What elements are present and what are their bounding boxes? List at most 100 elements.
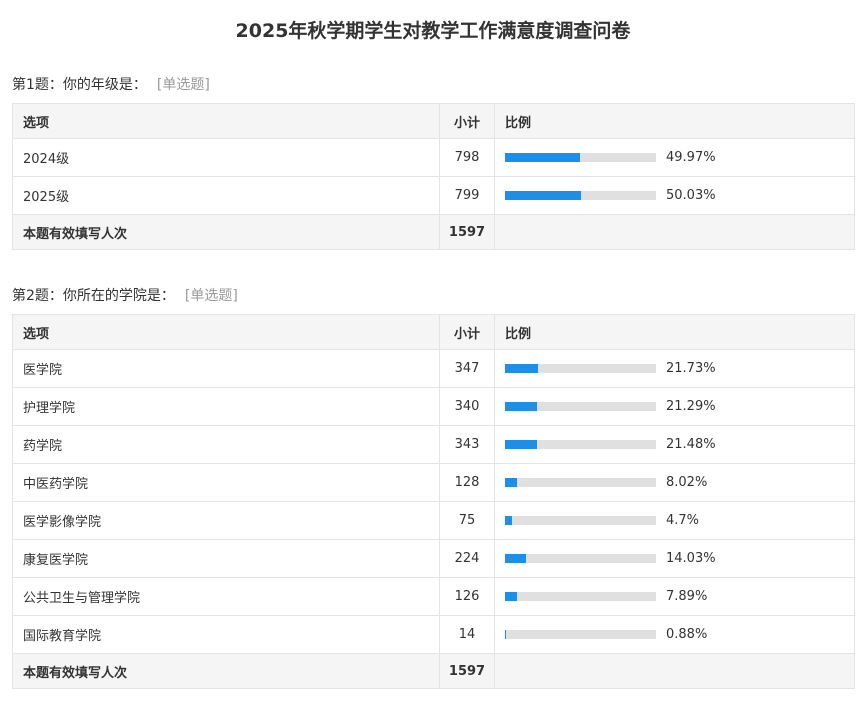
table-row: 2024级 798 49.97% bbox=[12, 138, 855, 177]
percent-bar-fill bbox=[505, 191, 581, 200]
ratio-cell: 21.29% bbox=[505, 399, 844, 414]
percent-bar-fill bbox=[505, 440, 538, 449]
percent-text: 49.97% bbox=[666, 150, 716, 165]
option-count: 128 bbox=[439, 463, 495, 502]
question-title-text: 第2题：你所在的学院是： bbox=[12, 288, 175, 304]
table-row: 2025级 799 50.03% bbox=[12, 176, 855, 215]
percent-bar-fill bbox=[505, 364, 538, 373]
ratio-cell: 21.48% bbox=[505, 437, 844, 452]
percent-bar-fill bbox=[505, 630, 507, 639]
table-header-row: 选项 小计 比例 bbox=[12, 314, 855, 350]
percent-bar-fill bbox=[505, 402, 538, 411]
option-ratio: 4.7% bbox=[494, 501, 855, 540]
option-ratio: 0.88% bbox=[494, 615, 855, 654]
option-label: 公共卫生与管理学院 bbox=[12, 577, 440, 616]
option-count: 75 bbox=[439, 501, 495, 540]
option-label: 2024级 bbox=[12, 138, 440, 177]
total-count: 1597 bbox=[439, 653, 495, 689]
percent-bar-fill bbox=[505, 554, 527, 563]
option-ratio: 21.48% bbox=[494, 425, 855, 464]
option-label: 2025级 bbox=[12, 176, 440, 215]
table-row: 公共卫生与管理学院 126 7.89% bbox=[12, 577, 855, 616]
page-title: 2025年秋学期学生对教学工作满意度调查问卷 bbox=[235, 20, 631, 42]
option-count: 14 bbox=[439, 615, 495, 654]
percent-bar bbox=[505, 516, 656, 525]
option-label: 药学院 bbox=[12, 425, 440, 464]
option-ratio: 7.89% bbox=[494, 577, 855, 616]
percent-bar bbox=[505, 191, 656, 200]
total-count: 1597 bbox=[439, 214, 495, 250]
table-row: 医学院 347 21.73% bbox=[12, 349, 855, 388]
option-count: 798 bbox=[439, 138, 495, 177]
percent-bar bbox=[505, 364, 656, 373]
option-label: 医学院 bbox=[12, 349, 440, 388]
option-label: 护理学院 bbox=[12, 387, 440, 426]
table-row: 护理学院 340 21.29% bbox=[12, 387, 855, 426]
table-row: 医学影像学院 75 4.7% bbox=[12, 501, 855, 540]
question-type-label: [单选题] bbox=[156, 77, 210, 93]
percent-bar bbox=[505, 630, 656, 639]
percent-bar-fill bbox=[505, 478, 518, 487]
header-ratio: 比例 bbox=[494, 103, 855, 139]
question-type-label: [单选题] bbox=[184, 288, 238, 304]
question-title-text: 第1题：你的年级是： bbox=[12, 77, 147, 93]
ratio-cell: 4.7% bbox=[505, 513, 844, 528]
header-option: 选项 bbox=[12, 314, 440, 350]
table-row: 康复医学院 224 14.03% bbox=[12, 539, 855, 578]
option-ratio: 14.03% bbox=[494, 539, 855, 578]
percent-text: 21.29% bbox=[666, 399, 716, 414]
option-label: 康复医学院 bbox=[12, 539, 440, 578]
header-count: 小计 bbox=[439, 103, 495, 139]
table-row: 中医药学院 128 8.02% bbox=[12, 463, 855, 502]
ratio-cell: 8.02% bbox=[505, 475, 844, 490]
percent-text: 50.03% bbox=[666, 188, 716, 203]
ratio-cell: 14.03% bbox=[505, 551, 844, 566]
question-1-title: 第1题：你的年级是： [单选题] bbox=[12, 74, 210, 94]
total-row: 本题有效填写人次 1597 bbox=[12, 214, 855, 250]
option-label: 国际教育学院 bbox=[12, 615, 440, 654]
option-count: 224 bbox=[439, 539, 495, 578]
option-label: 中医药学院 bbox=[12, 463, 440, 502]
header-ratio: 比例 bbox=[494, 314, 855, 350]
option-count: 799 bbox=[439, 176, 495, 215]
percent-bar bbox=[505, 554, 656, 563]
question-2-title: 第2题：你所在的学院是： [单选题] bbox=[12, 285, 238, 305]
percent-bar bbox=[505, 402, 656, 411]
ratio-cell: 7.89% bbox=[505, 589, 844, 604]
option-count: 126 bbox=[439, 577, 495, 616]
percent-bar bbox=[505, 478, 656, 487]
option-ratio: 21.29% bbox=[494, 387, 855, 426]
table-row: 药学院 343 21.48% bbox=[12, 425, 855, 464]
total-label: 本题有效填写人次 bbox=[12, 653, 440, 689]
total-label: 本题有效填写人次 bbox=[12, 214, 440, 250]
percent-text: 4.7% bbox=[666, 513, 700, 528]
option-count: 343 bbox=[439, 425, 495, 464]
percent-bar-fill bbox=[505, 592, 517, 601]
percent-text: 8.02% bbox=[666, 475, 708, 490]
percent-text: 14.03% bbox=[666, 551, 716, 566]
table-header-row: 选项 小计 比例 bbox=[12, 103, 855, 139]
option-label: 医学影像学院 bbox=[12, 501, 440, 540]
percent-text: 21.73% bbox=[666, 361, 716, 376]
option-ratio: 8.02% bbox=[494, 463, 855, 502]
total-empty-cell bbox=[494, 653, 855, 689]
question-2-table: 选项 小计 比例 医学院 347 21.73% 护理学院 340 21.29% 药学院 343… bbox=[12, 314, 855, 689]
ratio-cell: 49.97% bbox=[505, 150, 844, 165]
percent-text: 21.48% bbox=[666, 437, 716, 452]
percent-bar bbox=[505, 153, 656, 162]
percent-bar-fill bbox=[505, 516, 513, 525]
option-count: 340 bbox=[439, 387, 495, 426]
percent-text: 0.88% bbox=[666, 627, 708, 642]
table-row: 国际教育学院 14 0.88% bbox=[12, 615, 855, 654]
total-empty-cell bbox=[494, 214, 855, 250]
percent-bar bbox=[505, 592, 656, 601]
option-ratio: 21.73% bbox=[494, 349, 855, 388]
ratio-cell: 50.03% bbox=[505, 188, 844, 203]
ratio-cell: 21.73% bbox=[505, 361, 844, 376]
percent-bar bbox=[505, 440, 656, 449]
option-ratio: 49.97% bbox=[494, 138, 855, 177]
percent-bar-fill bbox=[505, 153, 581, 162]
option-ratio: 50.03% bbox=[494, 176, 855, 215]
question-1-table: 选项 小计 比例 2024级 798 49.97% 2025级 799 50.03% 本题有… bbox=[12, 103, 855, 250]
percent-text: 7.89% bbox=[666, 589, 708, 604]
